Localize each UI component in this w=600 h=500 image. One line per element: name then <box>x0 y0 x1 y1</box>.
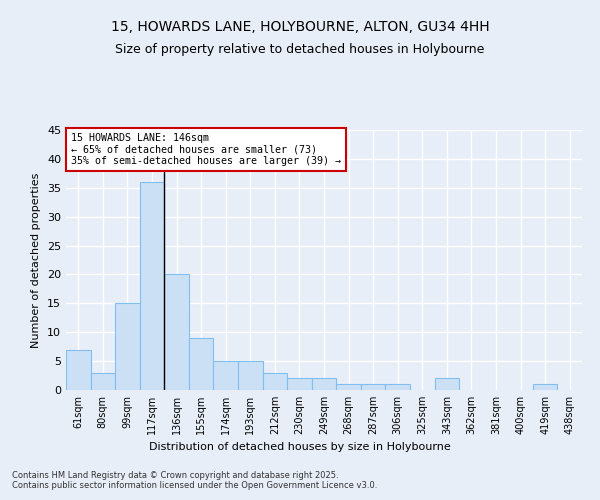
Bar <box>434 378 459 390</box>
Bar <box>238 361 263 390</box>
Bar <box>385 384 410 390</box>
Y-axis label: Number of detached properties: Number of detached properties <box>31 172 41 348</box>
Bar <box>263 372 287 390</box>
Text: Contains HM Land Registry data © Crown copyright and database right 2025.
Contai: Contains HM Land Registry data © Crown c… <box>12 470 377 490</box>
Text: 15 HOWARDS LANE: 146sqm
← 65% of detached houses are smaller (73)
35% of semi-de: 15 HOWARDS LANE: 146sqm ← 65% of detache… <box>71 132 341 166</box>
Bar <box>361 384 385 390</box>
Bar <box>189 338 214 390</box>
Bar <box>115 304 140 390</box>
Bar <box>533 384 557 390</box>
Bar <box>66 350 91 390</box>
Bar <box>214 361 238 390</box>
Text: 15, HOWARDS LANE, HOLYBOURNE, ALTON, GU34 4HH: 15, HOWARDS LANE, HOLYBOURNE, ALTON, GU3… <box>110 20 490 34</box>
Bar <box>336 384 361 390</box>
Text: Size of property relative to detached houses in Holybourne: Size of property relative to detached ho… <box>115 42 485 56</box>
Bar <box>164 274 189 390</box>
Bar <box>140 182 164 390</box>
Bar <box>91 372 115 390</box>
Text: Distribution of detached houses by size in Holybourne: Distribution of detached houses by size … <box>149 442 451 452</box>
Bar <box>287 378 312 390</box>
Bar <box>312 378 336 390</box>
